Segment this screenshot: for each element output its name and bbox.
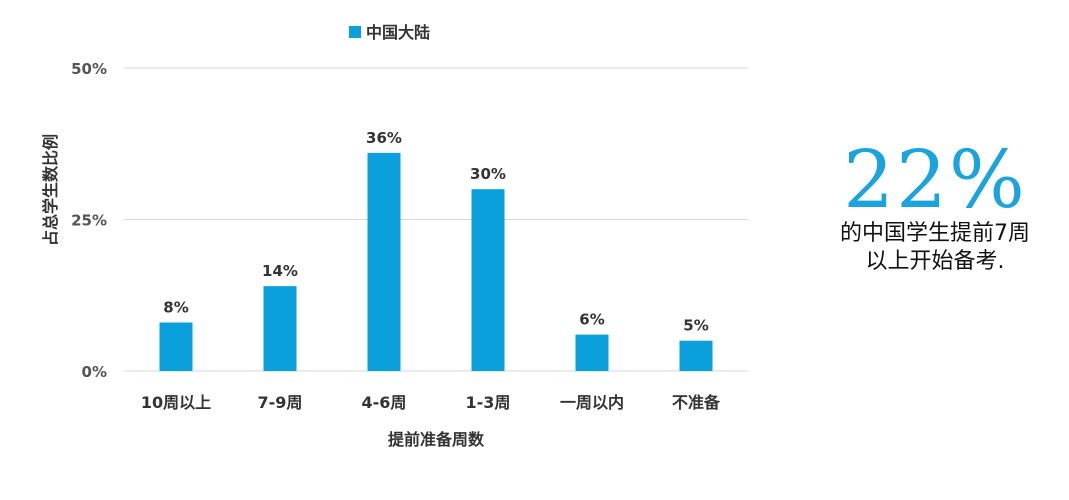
callout-text-line-1: 的中国学生提前7周 — [840, 221, 1030, 246]
data-label: 6% — [579, 311, 604, 329]
legend-swatch — [349, 26, 361, 38]
x-axis-label: 提前准备周数 — [388, 430, 485, 449]
y-tick-label: 0% — [82, 363, 107, 381]
data-label: 30% — [470, 165, 506, 183]
highlight-percentage: 22% — [843, 133, 1027, 226]
y-axis-label: 占总学生数比例 — [41, 134, 60, 246]
x-tick-label: 4-6周 — [362, 393, 407, 412]
bar — [471, 189, 505, 371]
bar — [263, 286, 297, 371]
y-tick-label: 50% — [71, 60, 107, 78]
data-label: 14% — [262, 262, 298, 280]
gridlines — [124, 67, 748, 372]
bars — [159, 152, 713, 371]
bar — [159, 322, 193, 371]
data-labels: 8% 14% 36% 30% 6% 5% — [163, 129, 708, 335]
x-tick-label: 10周以上 — [141, 393, 211, 412]
bar-chart: 中国大陆 0% 25% 50% 8% 14% 36% 30% 6% 5% 10周以上 7-9周 4… — [41, 23, 748, 449]
x-tick-label: 1-3周 — [466, 393, 511, 412]
y-tick-label: 25% — [71, 212, 107, 230]
data-label: 36% — [366, 129, 402, 147]
highlight-callout: 22% 的中国学生提前7周 以上开始备考. — [800, 140, 1069, 276]
y-axis-ticks: 0% 25% 50% — [71, 60, 107, 381]
x-tick-label: 一周以内 — [560, 393, 624, 412]
bar — [575, 334, 609, 371]
x-tick-label: 不准备 — [672, 393, 721, 412]
callout-text-line-2: 以上开始备考. — [865, 249, 1005, 274]
x-tick-label: 7-9周 — [258, 393, 303, 412]
legend: 中国大陆 — [349, 23, 430, 42]
x-axis-ticks: 10周以上 7-9周 4-6周 1-3周 一周以内 不准备 — [141, 393, 721, 412]
data-label: 8% — [163, 299, 188, 317]
data-label: 5% — [683, 317, 708, 335]
legend-label: 中国大陆 — [366, 23, 430, 42]
bar — [367, 152, 401, 371]
bar — [679, 340, 713, 371]
